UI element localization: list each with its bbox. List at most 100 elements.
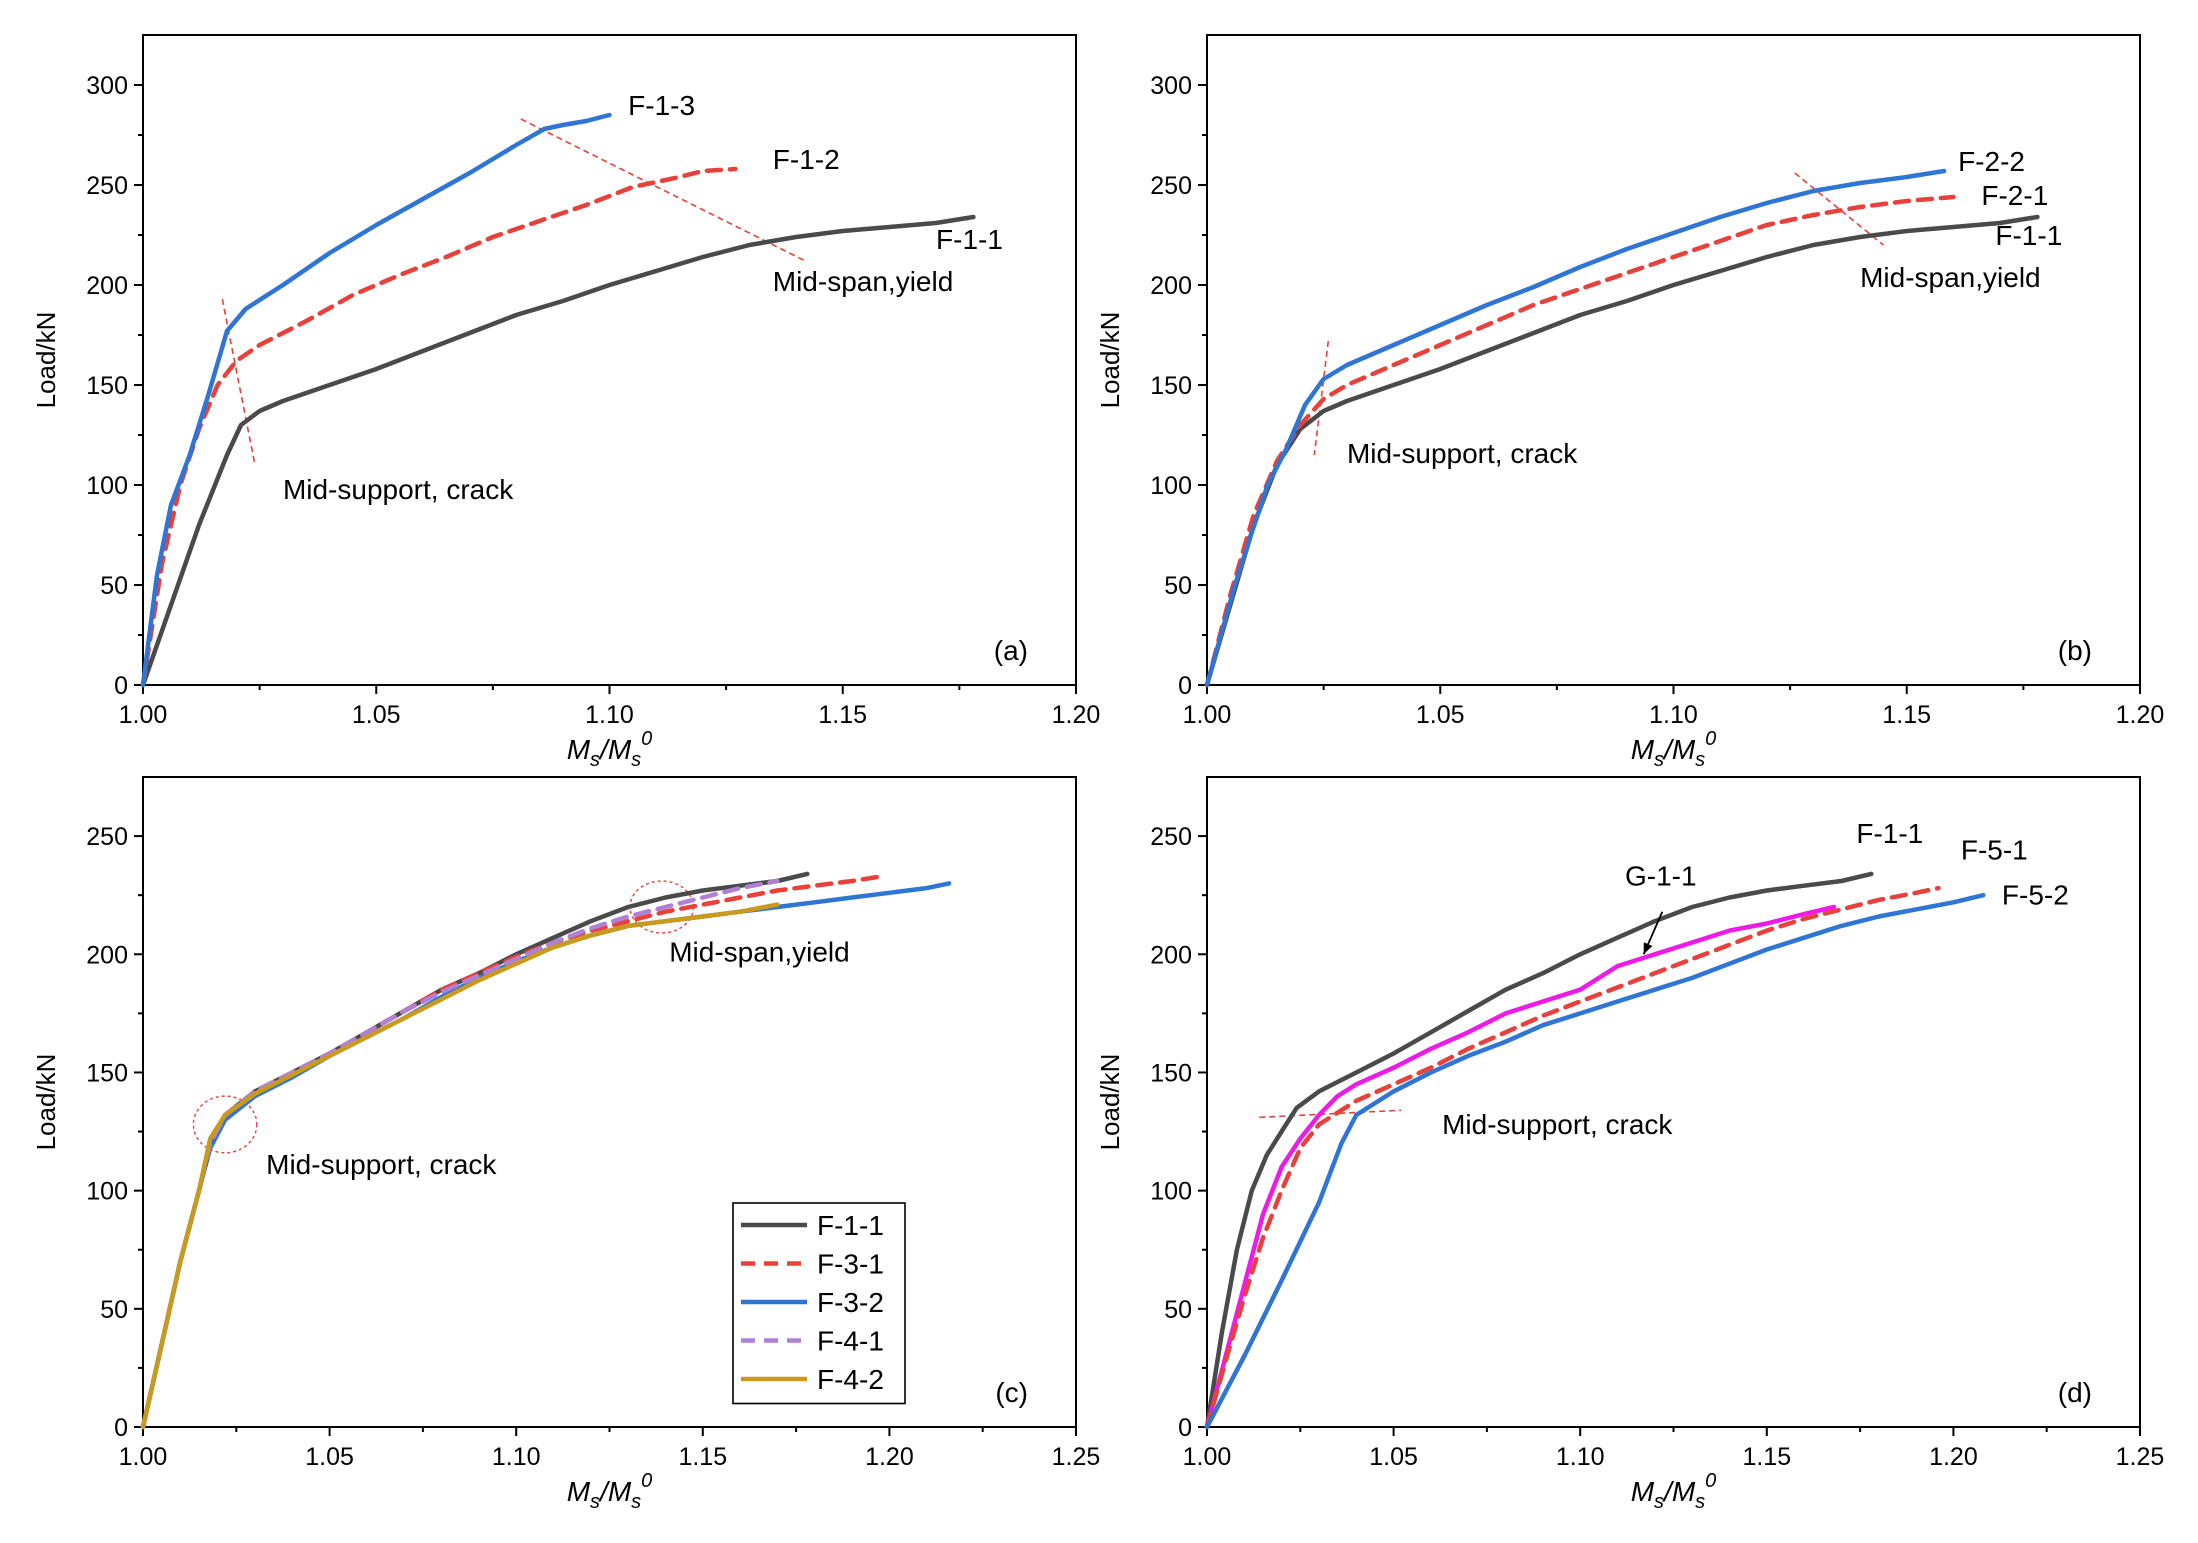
y-tick-label: 250: [86, 172, 128, 200]
x-label-sub: s: [1654, 1491, 1664, 1513]
y-tick-label: 200: [86, 941, 128, 969]
x-tick-label: 1.05: [305, 1443, 354, 1471]
annotation-label: F-1-1: [1995, 220, 2062, 251]
x-tick-label: 1.15: [818, 701, 867, 729]
panel-label: (c): [995, 1377, 1028, 1408]
y-tick-label: 150: [86, 372, 128, 400]
x-label-sep: /M: [598, 734, 632, 765]
chart-panel-2: 1.00 1.05 1.10 1.15 1.20 0 50 100 150 200 250 300 Lo…: [1095, 34, 2165, 771]
x-tick-label: 1.20: [1929, 1443, 1978, 1471]
series-line-f-1-3: [140, 112, 612, 688]
annotation-label: F-1-1: [1856, 818, 1923, 849]
legend-label: F-3-2: [817, 1287, 884, 1318]
x-tick-label: 1.00: [1183, 1443, 1232, 1471]
panel-label: (b): [2058, 635, 2092, 666]
y-tick-label: 50: [1164, 1296, 1192, 1324]
y-tick-label: 100: [1150, 472, 1192, 500]
series-line-f-5-2: [1204, 892, 1986, 1430]
y-tick-label: 0: [1178, 672, 1192, 700]
series-line-f-1-2: [140, 166, 738, 688]
x-axis-label: Ms/Ms0: [567, 728, 653, 771]
x-axis-label: Ms/Ms0: [1631, 1470, 1717, 1513]
x-tick-label: 1.05: [352, 701, 401, 729]
annotation-label: Mid-span,yield: [1860, 262, 2041, 293]
annotation-label: F-1-1: [936, 224, 1003, 255]
legend-label: F-3-1: [817, 1249, 884, 1280]
y-axis-label: Load/kN: [1095, 1054, 1125, 1151]
y-tick-label: 200: [86, 272, 128, 300]
y-tick-label: 300: [86, 72, 128, 100]
y-tick-label: 150: [86, 1059, 128, 1087]
y-tick-label: 100: [86, 472, 128, 500]
y-axis-label: Load/kN: [31, 312, 61, 409]
y-tick-label: 250: [1150, 172, 1192, 200]
y-axis-label: Load/kN: [31, 1054, 61, 1151]
guide-line: [520, 118, 806, 262]
x-tick-label: 1.15: [678, 1443, 727, 1471]
x-label-sep: /M: [1662, 734, 1696, 765]
x-label-sep: /M: [598, 1476, 632, 1507]
annotation-label: Mid-support, crack: [1442, 1109, 1673, 1140]
annotation-label: Mid-support, crack: [266, 1149, 497, 1180]
y-tick-label: 0: [114, 1414, 128, 1442]
x-tick-label: 1.10: [1556, 1443, 1605, 1471]
panel-label: (d): [2058, 1377, 2092, 1408]
guide-line: [221, 298, 256, 466]
series-line-f-1-1: [1204, 871, 1874, 1430]
annotation-label: Mid-span,yield: [773, 266, 954, 297]
series-line-f-2-2: [1204, 168, 1947, 688]
x-label-sub: s: [590, 1491, 600, 1513]
annotation-label: F-2-1: [1981, 180, 2048, 211]
y-tick-label: 150: [1150, 372, 1192, 400]
y-tick-label: 250: [86, 823, 128, 851]
x-label-sub: s: [1695, 1491, 1705, 1513]
x-label-m: M: [1631, 734, 1655, 765]
legend-label: F-1-1: [817, 1210, 884, 1241]
annotation-label: F-5-1: [1961, 835, 2028, 866]
y-tick-label: 300: [1150, 72, 1192, 100]
annotation-label: F-1-2: [773, 144, 840, 175]
y-tick-label: 50: [1164, 572, 1192, 600]
guide-line: [1313, 340, 1330, 456]
x-label-sub: s: [631, 749, 641, 771]
x-label-sub: s: [590, 749, 600, 771]
series-line-f-1-1: [140, 214, 976, 688]
x-label-sub: s: [1654, 749, 1664, 771]
annotation-label: Mid-support, crack: [283, 474, 514, 505]
x-tick-label: 1.20: [865, 1443, 914, 1471]
x-tick-label: 1.15: [1882, 701, 1931, 729]
y-axis-label: Load/kN: [1095, 312, 1125, 409]
x-label-sup: 0: [641, 728, 652, 750]
panel-label: (a): [994, 635, 1028, 666]
annotation-label: Mid-support, crack: [1347, 438, 1578, 469]
y-tick-label: 50: [100, 572, 128, 600]
x-label-sep: /M: [1662, 1476, 1696, 1507]
x-label-sup: 0: [1705, 1470, 1716, 1492]
y-tick-label: 200: [1150, 941, 1192, 969]
legend-label: F-4-1: [817, 1326, 884, 1357]
x-tick-label: 1.20: [2116, 701, 2165, 729]
x-label-m: M: [1631, 1476, 1655, 1507]
x-label-m: M: [567, 1476, 591, 1507]
x-axis-label: Ms/Ms0: [567, 1470, 653, 1513]
series-line-f-2-1: [1204, 194, 1956, 688]
x-tick-label: 1.00: [119, 1443, 168, 1471]
annotation-label: F-2-2: [1958, 146, 2025, 177]
x-label-sup: 0: [641, 1470, 652, 1492]
highlight-circle: [192, 1095, 258, 1154]
x-label-sub: s: [631, 1491, 641, 1513]
x-tick-label: 1.10: [492, 1443, 541, 1471]
legend: F-1-1 F-3-1 F-3-2 F-4-1 F-4-2: [732, 1202, 906, 1405]
annotation-arrow-head: [1643, 942, 1653, 955]
chart-panel-3: 1.00 1.05 1.10 1.15 1.20 1.25 0 50 100 150 200 250 L…: [31, 776, 1101, 1513]
annotation-label: G-1-1: [1625, 861, 1697, 892]
y-tick-label: 150: [1150, 1059, 1192, 1087]
x-label-sub: s: [1695, 749, 1705, 771]
annotation-label: Mid-span,yield: [669, 936, 850, 967]
x-tick-label: 1.25: [1052, 1443, 1101, 1471]
x-tick-label: 1.15: [1742, 1443, 1791, 1471]
annotation-label: F-1-3: [628, 90, 695, 121]
x-tick-label: 1.20: [1052, 701, 1101, 729]
annotation-label: F-5-2: [2002, 880, 2069, 911]
